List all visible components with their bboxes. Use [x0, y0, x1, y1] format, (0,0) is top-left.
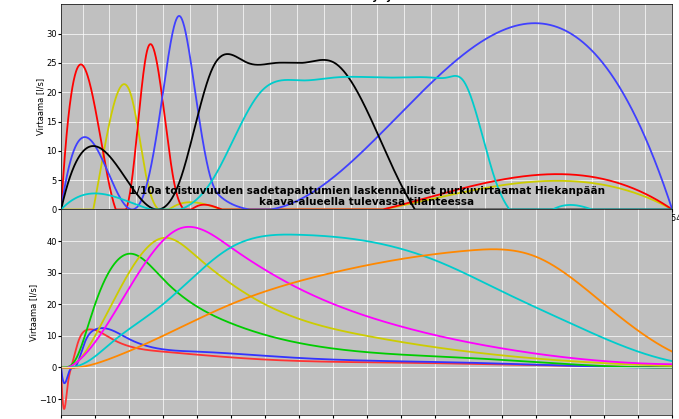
Legend: 15min sadetapahtuma, 20min sadetapahtuma, 30min sadetapahtuma, 45min sadetapahtu: 15min sadetapahtuma, 20min sadetapahtuma…: [87, 303, 646, 318]
Title: 1/10a toistuvuuden sadetapahtumien laskennalliset purkuvirtaamat Hiekanpään
kaav: 1/10a toistuvuuden sadetapahtumien laske…: [128, 186, 605, 207]
X-axis label: Aika [h]: Aika [h]: [348, 224, 386, 234]
Y-axis label: Virtaama [l/s]: Virtaama [l/s]: [29, 284, 38, 341]
Title: 1/10a toistuvuuden sadetapahtumien laskennalliset purkuvirtaamat Hiekanpään
kaav: 1/10a toistuvuuden sadetapahtumien laske…: [128, 0, 605, 2]
Y-axis label: Virtaama [l/s]: Virtaama [l/s]: [36, 78, 45, 135]
